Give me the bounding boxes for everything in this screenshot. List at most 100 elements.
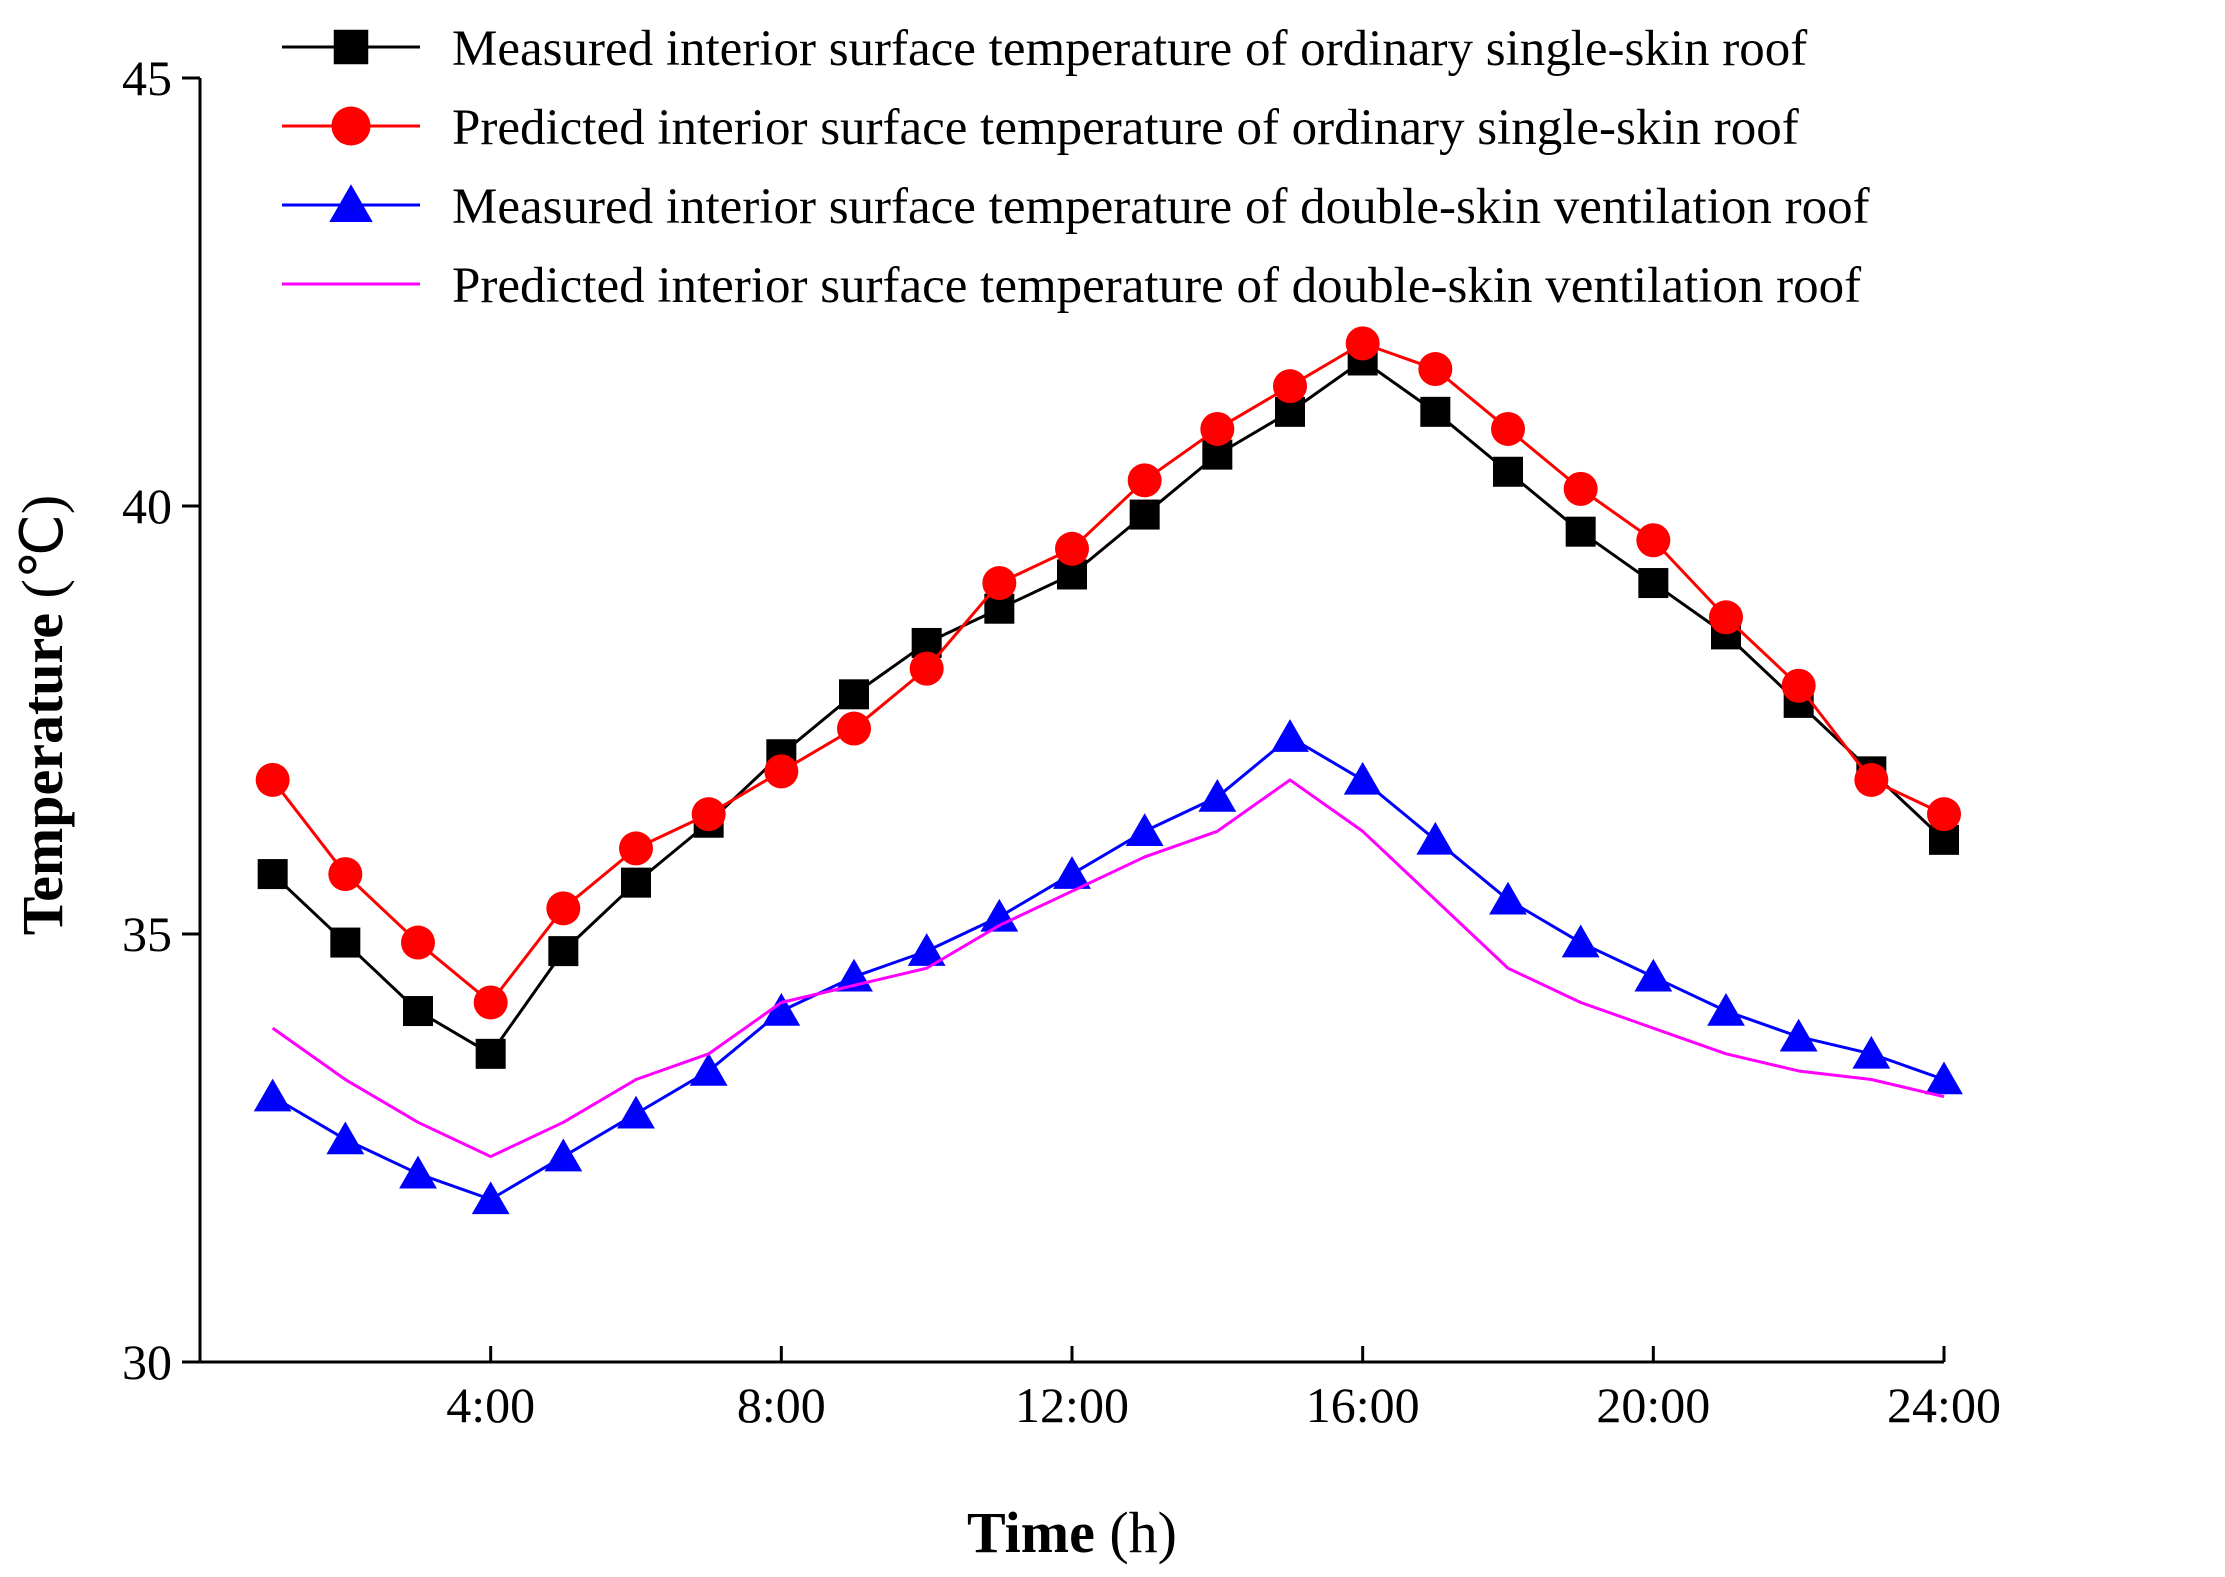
series-layer xyxy=(253,326,1963,1215)
data-point-circle xyxy=(1127,463,1162,498)
legend: Measured interior surface temperature of… xyxy=(282,21,1870,314)
legend-item: Predicted interior surface temperature o… xyxy=(282,258,1861,314)
data-point-square xyxy=(330,927,361,958)
y-axis: 30 35 40 45 xyxy=(122,50,202,1390)
data-point-triangle xyxy=(253,1078,292,1112)
data-point-circle xyxy=(1345,326,1380,361)
y-ticks: 30 35 40 45 xyxy=(122,50,200,1390)
data-point-triangle xyxy=(1198,779,1237,812)
data-point-square xyxy=(1493,456,1523,487)
y-tick-label: 30 xyxy=(122,1334,172,1390)
x-axis-title: Time (h) xyxy=(967,1500,1177,1565)
data-point-triangle xyxy=(1779,1018,1818,1052)
data-point-circle xyxy=(909,651,944,686)
data-point-triangle xyxy=(907,933,946,966)
data-point-square xyxy=(257,859,288,890)
data-point-triangle xyxy=(1125,813,1164,847)
data-point-circle xyxy=(1709,600,1743,635)
data-point-circle xyxy=(764,754,799,789)
y-axis-title-text: Temperature xyxy=(10,613,75,935)
data-point-square xyxy=(839,679,869,710)
legend-label: Predicted interior surface temperature o… xyxy=(452,100,1799,156)
x-tick-label: 16:00 xyxy=(1306,1377,1420,1433)
y-tick-label: 35 xyxy=(122,906,172,962)
data-point-circle xyxy=(255,762,290,797)
series-2-line xyxy=(271,341,1945,1004)
x-tick-label: 4:00 xyxy=(446,1377,535,1433)
data-point-square xyxy=(548,936,579,967)
data-point-circle xyxy=(401,925,435,960)
data-point-triangle xyxy=(326,1121,365,1155)
data-point-triangle xyxy=(1707,993,1745,1026)
data-point-circle xyxy=(1636,523,1671,558)
x-axis: 4:00 8:00 12:00 16:00 20:00 24:00 xyxy=(200,1346,2001,1433)
data-point-circle xyxy=(1854,762,1889,797)
data-point-triangle xyxy=(1343,761,1382,795)
legend-item: Measured interior surface temperature of… xyxy=(282,179,1870,235)
data-point-triangle xyxy=(1634,958,1673,992)
data-point-triangle xyxy=(1416,821,1455,855)
legend-label: Measured interior surface temperature of… xyxy=(452,179,1870,235)
data-point-triangle xyxy=(689,1052,728,1086)
data-point-circle xyxy=(1273,369,1307,404)
data-point-square xyxy=(1565,516,1596,547)
series-3-line xyxy=(271,735,1945,1201)
x-axis-title-unit: (h) xyxy=(1109,1500,1177,1565)
x-ticks: 4:00 8:00 12:00 16:00 20:00 24:00 xyxy=(446,1346,2001,1433)
data-point-circle xyxy=(328,857,363,892)
legend-label: Predicted interior surface temperature o… xyxy=(452,258,1861,314)
x-tick-label: 24:00 xyxy=(1887,1377,2001,1433)
data-point-circle xyxy=(1418,352,1453,387)
data-point-triangle xyxy=(762,993,801,1026)
data-point-triangle xyxy=(1053,856,1091,889)
y-axis-title-unit: (℃) xyxy=(10,495,75,599)
data-point-triangle xyxy=(980,898,1019,932)
series-4 xyxy=(271,778,1945,1159)
data-point-square xyxy=(621,867,651,898)
data-point-circle xyxy=(1200,411,1235,446)
data-point-triangle xyxy=(544,1138,583,1172)
data-point-circle xyxy=(619,831,653,866)
data-point-circle xyxy=(1781,668,1816,703)
data-point-circle xyxy=(1563,471,1598,506)
series-1 xyxy=(257,345,1959,1069)
data-point-square xyxy=(475,1038,506,1069)
x-tick-label: 8:00 xyxy=(737,1377,826,1433)
y-axis-title: Temperature (℃) xyxy=(10,495,75,935)
legend-item: Measured interior surface temperature of… xyxy=(282,21,1807,77)
data-point-triangle xyxy=(1489,881,1527,915)
data-point-triangle xyxy=(399,1155,437,1189)
data-point-square xyxy=(403,996,433,1027)
data-point-circle xyxy=(1927,797,1961,832)
data-point-circle xyxy=(1491,411,1525,446)
series-2 xyxy=(255,326,1961,1020)
series-4-line xyxy=(271,778,1945,1159)
data-point-circle xyxy=(546,891,581,926)
series-3 xyxy=(253,719,1963,1215)
data-point-triangle xyxy=(1561,924,1600,958)
data-point-circle xyxy=(473,985,508,1020)
data-point-triangle xyxy=(1852,1035,1891,1069)
y-tick-label: 40 xyxy=(122,478,172,534)
data-point-triangle xyxy=(1271,719,1309,752)
legend-label: Measured interior surface temperature of… xyxy=(452,21,1807,77)
data-point-square xyxy=(1129,499,1160,530)
series-1-line xyxy=(271,358,1946,1056)
x-tick-label: 12:00 xyxy=(1015,1377,1129,1433)
legend-swatch-marker xyxy=(331,106,371,146)
data-point-circle xyxy=(1055,531,1089,566)
x-tick-label: 20:00 xyxy=(1596,1377,1710,1433)
data-point-triangle xyxy=(617,1095,655,1129)
legend-item: Predicted interior surface temperature o… xyxy=(282,100,1799,156)
data-point-triangle xyxy=(471,1181,510,1215)
x-axis-title-text: Time xyxy=(967,1500,1095,1565)
data-point-triangle xyxy=(1925,1061,1963,1095)
data-point-circle xyxy=(691,797,726,832)
data-point-square xyxy=(1638,568,1669,599)
y-tick-label: 45 xyxy=(122,50,172,106)
legend-swatch-marker xyxy=(329,184,373,222)
legend-swatch-marker xyxy=(333,29,369,65)
data-point-circle xyxy=(982,566,1017,601)
data-point-circle xyxy=(837,711,871,746)
